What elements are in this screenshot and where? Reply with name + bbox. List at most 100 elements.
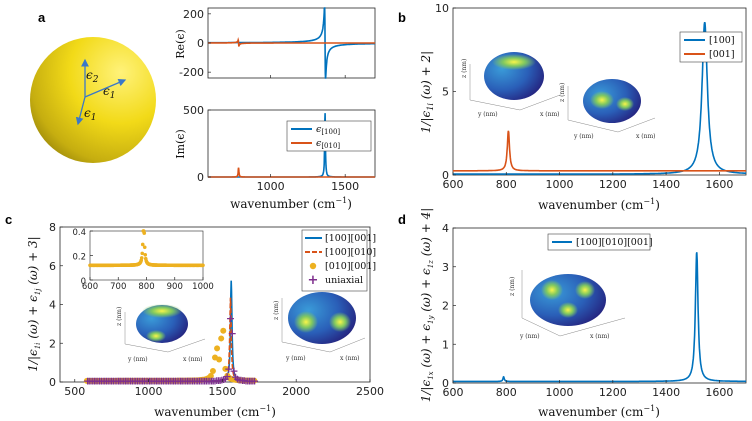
panel-label-d: d [398, 212, 406, 227]
x-tick-label: 600 [443, 178, 464, 191]
y-tick-label: 3 [442, 261, 449, 274]
data-point: + [186, 375, 195, 388]
data-point: + [140, 375, 149, 388]
y-tick-label: 4 [442, 222, 449, 235]
legend-box-a [286, 120, 372, 152]
data-point: + [236, 374, 245, 387]
x-tick-label: 700 [110, 282, 126, 292]
data-point: + [222, 370, 231, 383]
field-hotspot [616, 97, 634, 111]
legend-swatch-c-uniaxial: + [308, 273, 319, 288]
x-tick-label: 1500 [331, 180, 359, 193]
data-point: + [167, 375, 176, 388]
data-point [214, 345, 221, 352]
data-point [209, 367, 216, 374]
field-hotspot [541, 280, 563, 300]
panel-d-plot: 600 800 1000 1200 1400 1600 0 1 2 3 4 1/|ϵ1x (ω) +… [419, 208, 747, 419]
data-point: + [88, 375, 97, 388]
data-point: + [154, 375, 163, 388]
data-point: + [150, 375, 159, 388]
panel-label-c: c [5, 212, 12, 227]
ylabel-d: 1/|ϵ1x (ω) + ϵ1y (ω) + ϵ1z (ω) + 4| [419, 208, 435, 403]
legend-label-c-uniaxial: uniaxial [325, 275, 363, 286]
x-tick-label: 1000 [546, 386, 574, 399]
inset-xlabel: x (nm) [590, 333, 610, 340]
data-point: + [155, 375, 164, 388]
y-tick-label: 0 [197, 37, 204, 50]
x-tick-label: 1000 [546, 178, 574, 191]
ticks-c-inset: 600 700 800 900 1000 0 0.2 0.4 [72, 228, 213, 292]
inset-ylabel: y (nm) [573, 133, 594, 140]
data-point [142, 231, 147, 235]
data-point [251, 377, 258, 384]
data-point: + [214, 374, 223, 387]
x-tick-label: 2000 [282, 385, 310, 398]
data-point [140, 242, 145, 247]
inset-axis-line [167, 338, 206, 353]
data-point: + [109, 375, 118, 388]
data-point: + [90, 375, 99, 388]
data-point: + [198, 375, 207, 388]
data-point [207, 372, 214, 379]
data-point: + [157, 375, 166, 388]
data-point: + [131, 375, 140, 388]
data-point: + [95, 375, 104, 388]
data-point: + [228, 327, 237, 340]
data-point: + [174, 375, 183, 388]
inset-c-plot: 600 700 800 900 1000 0 0.2 0.4 [72, 228, 213, 292]
inset-axis-line [617, 117, 656, 133]
data-point: + [238, 374, 247, 387]
legend-label-c-010-001: [010][001] [325, 261, 376, 272]
data-point: + [147, 375, 156, 388]
series-100 [453, 21, 747, 175]
data-point: + [129, 375, 138, 388]
data-point: + [209, 374, 218, 387]
data-point: + [190, 375, 199, 388]
series-100-010-001 [453, 252, 746, 383]
inset-ylabel: y (nm) [477, 111, 498, 118]
data-point: + [160, 375, 169, 388]
ylabel-b: 1/|ϵ1i (ω) + 2| [419, 51, 435, 133]
legend-label-b-001: [001] [709, 49, 735, 60]
data-point: + [112, 375, 121, 388]
field-hotspot [558, 302, 578, 318]
y-tick-label: 0.2 [72, 253, 86, 263]
inset-xlabel: x (nm) [340, 355, 360, 362]
y-tick-label: 0.4 [72, 228, 86, 238]
data-point [140, 251, 145, 256]
legend-box-d [547, 233, 651, 251]
field-hotspot [329, 312, 351, 332]
data-point: + [92, 375, 101, 388]
panel-c-plot: ++++++++++++++++++++++++++++++++++++++++… [26, 221, 384, 419]
data-point: + [195, 375, 204, 388]
data-point: + [119, 375, 128, 388]
data-point: + [241, 374, 250, 387]
series-001 [453, 130, 746, 172]
data-point: + [183, 375, 192, 388]
yellow-sphere [30, 37, 156, 163]
x-tick-label: 500 [64, 385, 85, 398]
data-point: + [142, 375, 151, 388]
y-tick-label: 5 [442, 86, 449, 99]
series-group-a-im [208, 113, 375, 178]
legend-label-c-100-001: [100][001] [325, 233, 376, 244]
y-tick-label: 8 [49, 221, 56, 234]
inset-axis-line [521, 317, 561, 337]
data-point: + [116, 375, 125, 388]
series-010 [208, 167, 375, 178]
data-point: + [205, 374, 214, 387]
ticks-a-im: 1000 1500 0 500 [183, 104, 359, 193]
field-hotspot [294, 311, 318, 333]
data-point: + [173, 375, 182, 388]
xlabel-d: wavenumber (cm−1) [538, 404, 660, 419]
y-tick-label: 0 [442, 377, 449, 390]
data-point: + [224, 362, 233, 375]
xlabel-b: wavenumber (cm−1) [538, 197, 660, 212]
data-point: + [143, 375, 152, 388]
data-point [222, 365, 229, 372]
data-point [139, 256, 144, 260]
axis-arrow-e1-right [84, 78, 127, 98]
data-point: + [105, 375, 114, 388]
ticks-a-re: -200 0 200 [179, 8, 346, 79]
